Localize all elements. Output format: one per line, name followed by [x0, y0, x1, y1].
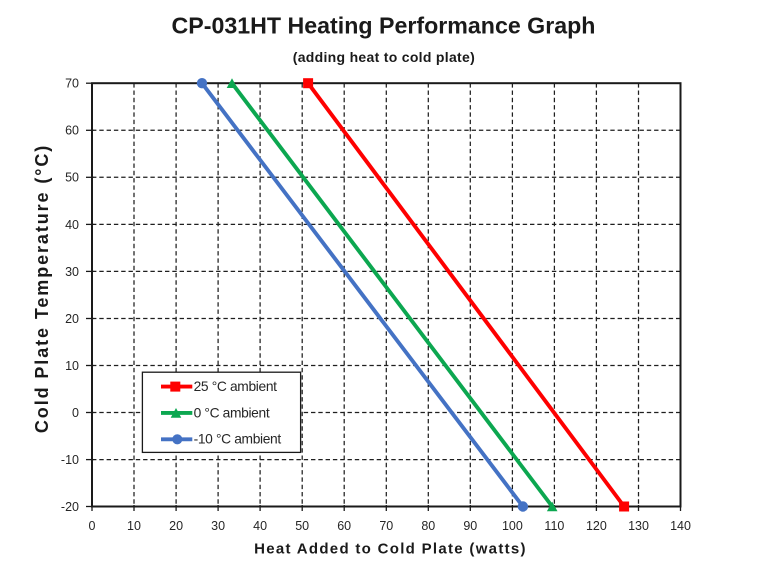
svg-text:30: 30 [65, 265, 79, 279]
svg-text:(adding heat to cold plate): (adding heat to cold plate) [293, 49, 475, 65]
svg-text:0 °C ambient: 0 °C ambient [194, 405, 270, 420]
svg-text:90: 90 [463, 519, 477, 533]
svg-text:40: 40 [65, 218, 79, 232]
svg-text:70: 70 [379, 519, 393, 533]
svg-text:0: 0 [89, 519, 96, 533]
svg-text:CP-031HT Heating Performance G: CP-031HT Heating Performance Graph [172, 13, 596, 39]
svg-text:110: 110 [544, 519, 564, 533]
svg-text:Cold Plate Temperature (°C): Cold Plate Temperature (°C) [32, 144, 52, 433]
svg-text:60: 60 [337, 519, 351, 533]
svg-text:0: 0 [72, 406, 79, 420]
svg-text:Heat Added to Cold Plate (watt: Heat Added to Cold Plate (watts) [254, 540, 527, 557]
svg-text:100: 100 [502, 519, 523, 533]
svg-text:130: 130 [628, 519, 649, 533]
svg-text:140: 140 [670, 519, 691, 533]
svg-text:-10: -10 [61, 453, 79, 467]
svg-text:-10 °C ambient: -10 °C ambient [194, 432, 282, 447]
svg-text:30: 30 [211, 519, 225, 533]
svg-text:60: 60 [65, 124, 79, 138]
svg-text:10: 10 [127, 519, 141, 533]
svg-text:50: 50 [65, 171, 79, 185]
svg-text:20: 20 [169, 519, 183, 533]
svg-text:80: 80 [421, 519, 435, 533]
svg-text:-20: -20 [61, 500, 79, 514]
svg-text:20: 20 [65, 312, 79, 326]
svg-text:25 °C ambient: 25 °C ambient [194, 379, 278, 394]
svg-text:40: 40 [253, 519, 267, 533]
svg-text:50: 50 [295, 519, 309, 533]
svg-text:10: 10 [65, 359, 79, 373]
svg-text:70: 70 [65, 77, 79, 91]
svg-text:120: 120 [586, 519, 607, 533]
